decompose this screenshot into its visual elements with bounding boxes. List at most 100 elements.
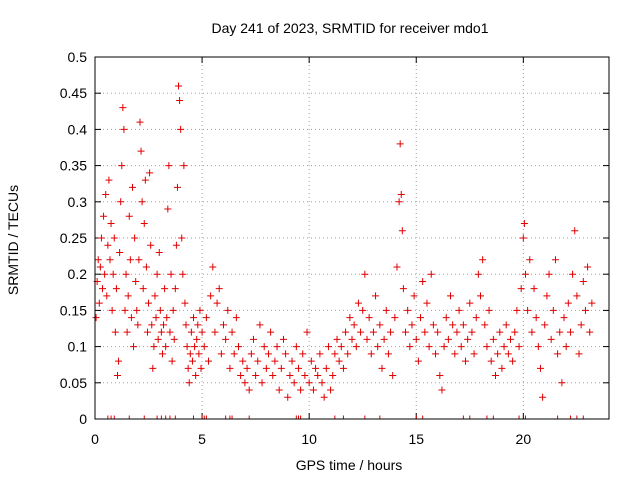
data-point (504, 350, 512, 358)
data-point (222, 335, 230, 343)
data-point (183, 343, 191, 351)
x-axis-label: GPS time / hours (296, 457, 403, 473)
y-tick-label: 0.5 (68, 49, 88, 65)
data-point (316, 350, 324, 358)
data-point (273, 343, 281, 351)
data-point (196, 306, 204, 314)
data-point (185, 379, 193, 387)
data-point (164, 205, 172, 213)
data-point (432, 350, 440, 358)
data-point (337, 343, 345, 351)
y-tick-label: 0.35 (60, 158, 87, 174)
data-point (264, 350, 272, 358)
data-point (135, 256, 143, 264)
data-point (294, 364, 302, 372)
data-point (384, 350, 392, 358)
data-point (105, 176, 113, 184)
data-point (148, 321, 156, 329)
data-point (521, 270, 529, 278)
data-point (154, 335, 162, 343)
data-point (571, 227, 579, 235)
chart-title: Day 241 of 2023, SRMTID for receiver mdo… (211, 20, 488, 36)
data-point (160, 321, 168, 329)
data-point (198, 328, 206, 336)
y-tick-label: 0.4 (68, 121, 88, 137)
y-tick-label: 0.25 (60, 230, 87, 246)
data-point (104, 241, 112, 249)
data-point (282, 350, 290, 358)
data-point (406, 343, 414, 351)
data-point (121, 306, 129, 314)
data-point (118, 162, 126, 170)
data-point (588, 299, 596, 307)
data-point (402, 328, 410, 336)
data-point (197, 364, 205, 372)
data-point (389, 372, 397, 380)
data-point (348, 335, 356, 343)
data-point (331, 350, 339, 358)
data-point (541, 321, 549, 329)
data-point (137, 147, 145, 155)
data-point (192, 372, 200, 380)
data-point (440, 343, 448, 351)
data-point (314, 372, 322, 380)
data-point (524, 306, 532, 314)
data-point (354, 299, 362, 307)
data-point (434, 328, 442, 336)
data-point (357, 328, 365, 336)
data-point (161, 285, 169, 293)
data-point (509, 357, 517, 365)
data-point (179, 270, 187, 278)
data-point (107, 220, 115, 228)
data-point (120, 125, 128, 133)
data-point (132, 277, 140, 285)
data-point (303, 328, 311, 336)
data-point (187, 328, 195, 336)
data-point (162, 343, 170, 351)
data-point (496, 328, 504, 336)
data-point (566, 328, 574, 336)
data-point (143, 328, 151, 336)
data-point (455, 306, 463, 314)
data-point (260, 343, 268, 351)
data-point (146, 169, 154, 177)
data-point (130, 343, 138, 351)
data-point (549, 306, 557, 314)
data-point (181, 299, 189, 307)
data-point (451, 350, 459, 358)
data-point (254, 357, 262, 365)
data-point (269, 372, 277, 380)
data-point (234, 343, 242, 351)
data-point (453, 328, 461, 336)
data-point (170, 335, 178, 343)
data-point (462, 357, 470, 365)
data-point (520, 220, 528, 228)
data-point (352, 343, 360, 351)
data-point (342, 328, 350, 336)
data-point (396, 140, 404, 148)
data-point (157, 328, 165, 336)
data-point (167, 270, 175, 278)
data-point (376, 321, 384, 329)
data-point (209, 263, 217, 271)
data-point (485, 306, 493, 314)
data-point (171, 285, 179, 293)
data-point (562, 343, 570, 351)
data-point (184, 364, 192, 372)
data-point (438, 386, 446, 394)
data-point (534, 343, 542, 351)
data-point (127, 314, 135, 322)
data-point (305, 379, 313, 387)
data-point (511, 328, 519, 336)
data-point (581, 306, 589, 314)
data-point (151, 292, 159, 300)
data-point (102, 191, 110, 199)
data-point (202, 314, 210, 322)
data-point (346, 314, 354, 322)
data-point (122, 270, 130, 278)
data-point (243, 364, 251, 372)
data-point (112, 285, 120, 293)
data-point (239, 357, 247, 365)
data-point (466, 299, 474, 307)
data-point (299, 350, 307, 358)
